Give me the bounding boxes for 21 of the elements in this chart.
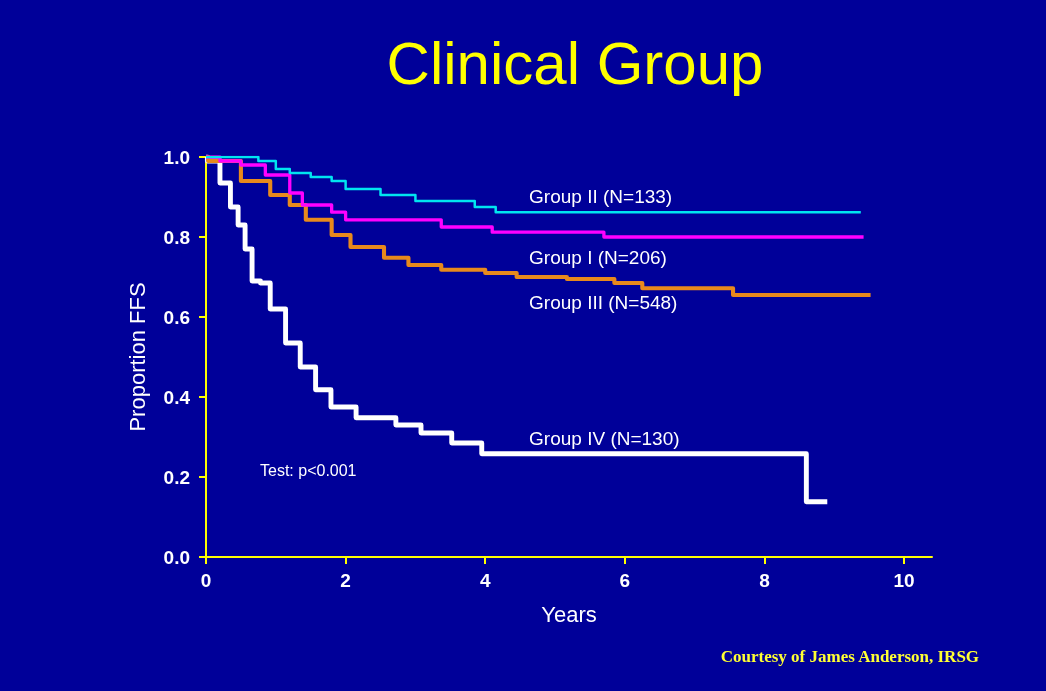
y-tick-label: 0.2 xyxy=(163,466,190,488)
x-tick-label: 6 xyxy=(619,570,631,591)
x-tick-label: 0 xyxy=(200,570,212,591)
x-axis-title: Years xyxy=(541,601,597,627)
series-label: Group IV (N=130) xyxy=(529,427,680,449)
series-label: Group II (N=133) xyxy=(529,186,673,208)
annotation: Test: p<0.001 xyxy=(260,461,357,479)
y-tick-label: 0.6 xyxy=(163,306,190,328)
chart-title: Clinical Group xyxy=(386,29,764,97)
series-label: Group III (N=548) xyxy=(529,292,678,313)
text: Courtesy of James Anderson, IRSG xyxy=(720,647,980,666)
series-label: Group I (N=206) xyxy=(529,247,667,269)
y-axis-title: Proportion FFS xyxy=(124,282,150,432)
x-tick-label: 2 xyxy=(340,570,351,591)
y-tick-label: 0.0 xyxy=(163,546,190,568)
x-tick-label: 8 xyxy=(759,570,770,591)
y-tick-label: 0.4 xyxy=(163,386,191,408)
x-tick-label: 10 xyxy=(893,570,915,591)
x-tick-label: 4 xyxy=(479,570,491,591)
y-tick-label: 1.0 xyxy=(163,146,190,168)
y-tick-label: 0.8 xyxy=(163,226,190,248)
